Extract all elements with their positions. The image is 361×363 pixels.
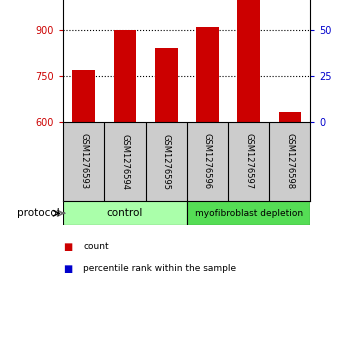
Text: count: count — [83, 242, 109, 251]
Bar — [279, 113, 301, 122]
Text: GSM1276593: GSM1276593 — [79, 134, 88, 189]
Text: ■: ■ — [63, 242, 73, 252]
Bar — [187, 201, 310, 225]
Text: myofibroblast depletion: myofibroblast depletion — [195, 209, 303, 218]
Bar — [155, 48, 178, 122]
Text: GSM1276594: GSM1276594 — [121, 134, 130, 189]
Text: GSM1276598: GSM1276598 — [285, 134, 294, 189]
Bar — [114, 30, 136, 122]
Text: GSM1276596: GSM1276596 — [203, 134, 212, 189]
Text: GSM1276595: GSM1276595 — [162, 134, 171, 189]
Text: percentile rank within the sample: percentile rank within the sample — [83, 264, 236, 273]
Bar — [237, 0, 260, 122]
Bar — [196, 27, 219, 122]
Text: control: control — [107, 208, 143, 218]
Bar — [63, 201, 187, 225]
Text: ■: ■ — [63, 264, 73, 274]
Text: protocol: protocol — [17, 208, 60, 218]
Text: GSM1276597: GSM1276597 — [244, 134, 253, 189]
Bar — [73, 70, 95, 122]
